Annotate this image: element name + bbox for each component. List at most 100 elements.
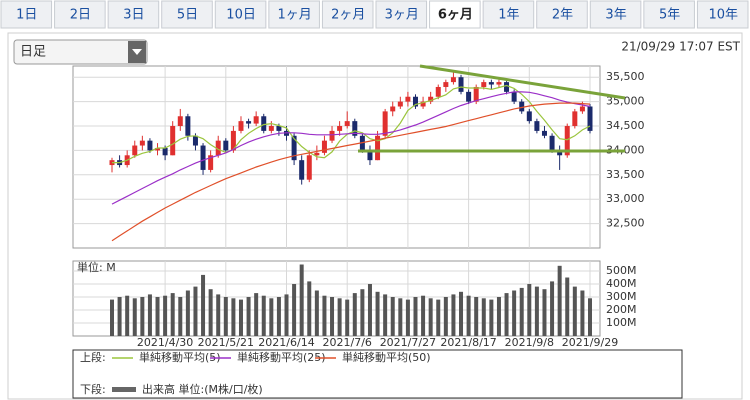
tab-label[interactable]: 5年 — [659, 8, 680, 23]
tab[interactable] — [482, 0, 535, 29]
candle-body — [375, 135, 381, 161]
volume-bar — [223, 297, 228, 336]
y-tick-label: 33,000 — [606, 192, 645, 205]
timestamp: 21/09/29 17:07 EST — [621, 40, 740, 54]
volume-bar — [147, 294, 152, 336]
legend-upper-label: 上段: — [80, 350, 106, 364]
y-tick-label: 400M — [606, 277, 637, 290]
candle-body — [549, 135, 555, 151]
moving-average-line — [112, 84, 591, 164]
candle-body — [420, 101, 426, 107]
candle-body — [382, 111, 388, 136]
volume-bar — [519, 287, 524, 336]
candle-body — [466, 91, 472, 102]
candle-body — [579, 106, 585, 112]
candle-body — [314, 152, 320, 156]
tab[interactable] — [375, 0, 428, 29]
volume-bar — [170, 293, 175, 336]
x-tick-label: 2021/6/14 — [258, 336, 314, 349]
candle-body — [208, 155, 214, 170]
candle-body — [185, 116, 191, 136]
tab-label[interactable]: 2年 — [552, 8, 573, 23]
volume-bar — [474, 297, 479, 336]
legend-label: 単純移動平均(5) — [139, 350, 221, 364]
tab-label[interactable]: 3ヶ月 — [385, 8, 419, 23]
volume-bar — [375, 291, 380, 336]
volume-bar — [557, 265, 562, 336]
tab-label[interactable]: 1ヶ月 — [278, 8, 312, 23]
volume-bar — [276, 297, 281, 336]
x-tick-label: 2021/9/29 — [562, 336, 618, 349]
y-tick-label: 200M — [606, 303, 637, 316]
volume-bar — [489, 299, 494, 336]
tab-label[interactable]: 2ヶ月 — [331, 8, 365, 23]
tab[interactable] — [268, 0, 320, 29]
tab-label[interactable]: 1日 — [16, 8, 37, 23]
candle-body — [344, 121, 350, 127]
volume-bar — [208, 289, 213, 336]
tab[interactable] — [536, 0, 588, 29]
volume-bar — [110, 299, 114, 336]
volume-bar — [261, 295, 266, 336]
candle-body — [299, 160, 305, 180]
volume-bar — [459, 291, 464, 336]
volume-bar — [405, 299, 410, 336]
tab[interactable] — [429, 0, 481, 29]
candle-body — [147, 140, 153, 151]
tab[interactable] — [321, 0, 374, 29]
tab[interactable] — [107, 0, 160, 29]
candle-body — [276, 126, 282, 131]
y-tick-label: 33,500 — [606, 168, 645, 181]
volume-bar — [238, 299, 243, 336]
price-layer: 32,50033,00033,50034,00034,50035,00035,5… — [73, 66, 645, 248]
volume-bar — [512, 290, 517, 336]
volume-bar — [125, 295, 130, 336]
volume-bar — [117, 297, 122, 336]
tab[interactable] — [214, 0, 267, 29]
y-tick-label: 35,500 — [606, 70, 645, 83]
volume-bar — [504, 293, 509, 336]
candle-body — [412, 96, 418, 107]
candle-body — [587, 106, 593, 131]
moving-average-line — [111, 91, 591, 205]
x-tick-label: 2021/7/6 — [323, 336, 372, 349]
tab[interactable] — [54, 0, 106, 29]
tab-label[interactable]: 3年 — [605, 8, 626, 23]
volume-bar — [269, 298, 274, 336]
tab[interactable] — [643, 0, 695, 29]
tab-label[interactable]: 2日 — [70, 8, 91, 23]
candle-body — [481, 82, 487, 87]
volume-bar — [496, 297, 501, 336]
tab-label[interactable]: 5日 — [177, 8, 198, 23]
tab-label[interactable]: 3日 — [123, 8, 144, 23]
moving-average-line — [111, 102, 591, 242]
tab-label[interactable]: 6ヶ月 — [438, 8, 473, 23]
volume-bar — [421, 295, 426, 336]
candle-body — [534, 121, 540, 131]
candle-body — [177, 116, 183, 127]
tab-label[interactable]: 10年 — [708, 8, 738, 23]
volume-unit: 単位: M — [77, 260, 116, 274]
dropdown[interactable] — [13, 39, 148, 65]
volume-bar — [534, 286, 539, 336]
tab[interactable] — [0, 0, 53, 29]
tab[interactable] — [589, 0, 642, 29]
candle-body — [132, 145, 138, 156]
volume-bar — [413, 297, 418, 336]
tab-label[interactable]: 1年 — [498, 8, 519, 23]
candle-body — [496, 82, 502, 85]
volume-bar — [428, 298, 433, 336]
volume-bar — [360, 289, 365, 336]
legend-box — [72, 349, 683, 399]
candle-body — [473, 86, 479, 102]
x-tick-label: 2021/5/21 — [198, 336, 254, 349]
candle-body — [564, 126, 570, 156]
volume-bar — [322, 295, 327, 336]
tab-bar: 1日 2日 3日 5日 10日 1ヶ月 2ヶ月 3ヶ月 6ヶ月 1年 2年 3年 5年 10年 — [0, 0, 749, 29]
volume-bar — [292, 284, 297, 336]
tab[interactable] — [161, 0, 213, 29]
candle-body — [428, 96, 434, 102]
tab[interactable] — [696, 0, 749, 29]
volume-bar — [481, 298, 486, 336]
tab-label[interactable]: 10日 — [226, 8, 256, 23]
